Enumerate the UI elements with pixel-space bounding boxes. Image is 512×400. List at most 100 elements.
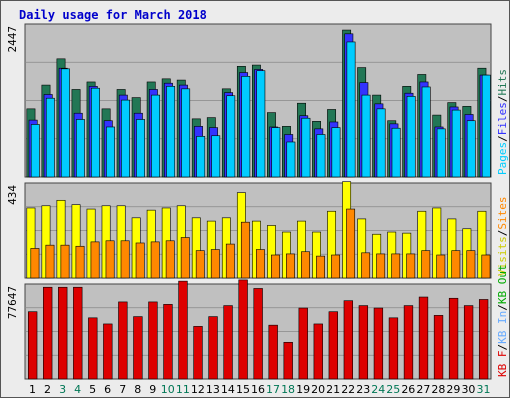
hits-panel-pages-bar-17: [271, 127, 281, 178]
hits-panel-pages-bar-27: [421, 86, 431, 178]
visits-panel-sites-bar-16: [255, 249, 265, 279]
day-label-24: 24: [371, 383, 385, 396]
day-label-23: 23: [356, 383, 370, 396]
day-label-20: 20: [311, 383, 325, 396]
hits-panel-legend-0: Pages: [496, 142, 509, 175]
kbytes-panel-kb-f-bar-1: [28, 311, 38, 380]
day-label-6: 6: [104, 383, 111, 396]
day-label-31: 31: [476, 383, 490, 396]
kbytes-panel-ymax-label: 77647: [6, 286, 19, 319]
visits-panel-sites-bar-15: [240, 221, 250, 279]
hits-panel-pages-bar-31: [481, 74, 491, 178]
chart-title: Daily usage for March 2018: [19, 8, 207, 22]
kbytes-panel-legend: KB F/KB In/KB Out: [496, 264, 509, 377]
hits-panel-pages-bar-26: [406, 96, 416, 178]
hits-panel-pages-bar-23: [361, 94, 371, 178]
day-label-14: 14: [221, 383, 235, 396]
visits-panel-sites-bar-21: [331, 254, 341, 279]
hits-panel-pages-bar-12: [196, 136, 206, 178]
kbytes-panel-kb-f-bar-30: [463, 305, 474, 380]
day-label-13: 13: [206, 383, 220, 396]
kbytes-panel-kb-f-bar-8: [133, 316, 143, 380]
hits-panel-pages-bar-15: [241, 76, 251, 178]
day-label-1: 1: [29, 383, 36, 396]
kbytes-panel-kb-f-bar-17: [268, 324, 278, 380]
day-label-15: 15: [236, 383, 250, 396]
kbytes-panel-kb-f-bar-20: [313, 323, 323, 380]
hits-panel-legend-2: Files: [496, 102, 509, 135]
hits-panel-pages-bar-24: [376, 108, 386, 178]
day-label-30: 30: [461, 383, 475, 396]
visits-panel-sites-bar-5: [90, 241, 100, 279]
hits-panel-pages-bar-11: [181, 88, 191, 178]
kbytes-panel-kb-f-bar-10: [163, 304, 173, 380]
hits-panel-pages-bar-4: [76, 119, 85, 178]
kbytes-panel-kb-f-bar-11: [178, 280, 188, 380]
day-label-5: 5: [89, 383, 96, 396]
day-label-11: 11: [176, 383, 190, 396]
hits-panel-legend-1: /: [496, 135, 509, 142]
kbytes-panel-kb-f-bar-2: [43, 286, 53, 380]
hits-panel-pages-bar-2: [45, 97, 55, 178]
kbytes-panel-kb-f-bar-5: [88, 317, 98, 380]
visits-panel-sites-bar-14: [225, 243, 235, 279]
day-label-7: 7: [119, 383, 126, 396]
kbytes-panel-kb-f-bar-13: [208, 316, 218, 380]
hits-panel-pages-bar-14: [226, 95, 236, 178]
day-label-9: 9: [149, 383, 156, 396]
day-label-21: 21: [326, 383, 340, 396]
visits-panel-legend-1: /: [496, 230, 509, 237]
hits-panel-pages-bar-7: [121, 99, 130, 178]
hits-panel-pages-bar-19: [301, 117, 311, 178]
kbytes-panel-kb-f-bar-28: [433, 315, 444, 380]
visits-panel-legend-2: Sites: [496, 197, 509, 230]
day-label-10: 10: [161, 383, 175, 396]
visits-panel-sites-bar-28: [436, 254, 446, 279]
kbytes-panel-kb-f-bar-21: [328, 311, 338, 380]
visits-panel-sites-bar-26: [406, 253, 416, 279]
day-label-29: 29: [446, 383, 460, 396]
day-label-2: 2: [44, 383, 51, 396]
visits-panel-sites-bar-6: [105, 240, 115, 279]
day-label-19: 19: [296, 383, 310, 396]
hits-panel-pages-bar-5: [91, 87, 100, 178]
day-label-3: 3: [59, 383, 66, 396]
visits-panel-sites-bar-7: [120, 240, 130, 279]
visits-panel-sites-bar-17: [271, 254, 280, 279]
hits-panel-legend-4: Hits: [496, 69, 509, 96]
kbytes-panel-legend-3: /: [496, 304, 509, 311]
day-label-28: 28: [431, 383, 445, 396]
visits-panel-sites-bar-30: [466, 250, 476, 279]
day-label-18: 18: [281, 383, 295, 396]
kbytes-panel-kb-f-bar-3: [58, 286, 68, 380]
visits-panel-sites-bar-25: [391, 253, 401, 279]
kbytes-panel-kb-f-bar-7: [118, 301, 128, 380]
visits-panel-sites-bar-11: [180, 237, 190, 279]
kbytes-panel-legend-1: /: [496, 344, 509, 351]
visits-panel-sites-bar-4: [75, 245, 85, 279]
hits-panel-pages-bar-30: [466, 120, 476, 178]
hits-panel-pages-bar-16: [256, 70, 266, 178]
kbytes-panel-kb-f-bar-9: [148, 301, 158, 380]
visits-panel-sites-bar-9: [150, 241, 160, 279]
visits-panel-sites-bar-8: [135, 242, 145, 279]
visits-panel-sites-bar-22: [346, 208, 356, 279]
kbytes-panel-kb-f-bar-18: [283, 341, 293, 380]
visits-panel-sites-bar-12: [195, 250, 205, 279]
visits-panel-sites-bar-23: [361, 252, 371, 279]
kbytes-panel-kb-f-bar-25: [388, 317, 399, 380]
visits-panel-sites-bar-13: [210, 249, 220, 279]
hits-panel-pages-bar-22: [346, 41, 356, 178]
kbytes-panel-kb-f-bar-23: [358, 305, 369, 380]
day-label-12: 12: [191, 383, 205, 396]
hits-panel-pages-bar-20: [316, 134, 326, 178]
hits-panel-pages-bar-25: [391, 127, 401, 178]
day-label-17: 17: [266, 383, 280, 396]
day-label-27: 27: [416, 383, 430, 396]
hits-panel-pages-bar-29: [451, 109, 461, 178]
hits-panel-legend: Pages/Files/Hits: [496, 69, 509, 175]
kbytes-panel-kb-f-bar-16: [253, 288, 263, 380]
visits-panel-sites-bar-3: [60, 244, 70, 279]
